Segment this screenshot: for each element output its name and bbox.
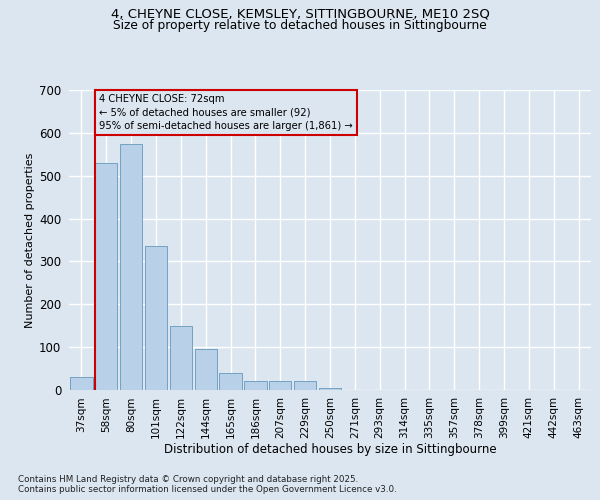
Text: Contains public sector information licensed under the Open Government Licence v3: Contains public sector information licen… <box>18 485 397 494</box>
Text: Size of property relative to detached houses in Sittingbourne: Size of property relative to detached ho… <box>113 19 487 32</box>
Bar <box>95 163 118 390</box>
X-axis label: Distribution of detached houses by size in Sittingbourne: Distribution of detached houses by size … <box>164 442 496 456</box>
Bar <box>194 350 217 390</box>
Bar <box>269 382 292 390</box>
Bar <box>294 382 316 390</box>
Bar <box>170 326 192 390</box>
Bar <box>120 144 142 390</box>
Bar <box>244 382 266 390</box>
Text: Contains HM Land Registry data © Crown copyright and database right 2025.: Contains HM Land Registry data © Crown c… <box>18 474 358 484</box>
Bar <box>319 388 341 390</box>
Y-axis label: Number of detached properties: Number of detached properties <box>25 152 35 328</box>
Bar <box>70 377 92 390</box>
Text: 4, CHEYNE CLOSE, KEMSLEY, SITTINGBOURNE, ME10 2SQ: 4, CHEYNE CLOSE, KEMSLEY, SITTINGBOURNE,… <box>110 8 490 20</box>
Text: 4 CHEYNE CLOSE: 72sqm
← 5% of detached houses are smaller (92)
95% of semi-detac: 4 CHEYNE CLOSE: 72sqm ← 5% of detached h… <box>99 94 353 130</box>
Bar <box>220 373 242 390</box>
Bar <box>145 246 167 390</box>
